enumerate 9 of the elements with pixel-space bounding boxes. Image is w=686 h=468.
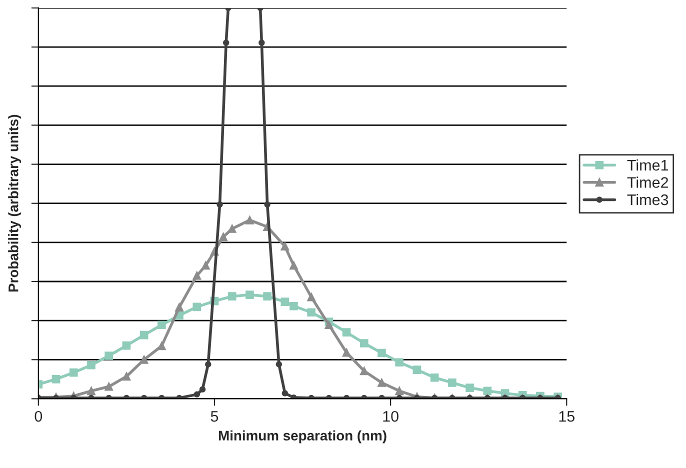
x-tick-label: 0: [34, 410, 42, 422]
x-tick-label: 5: [210, 411, 218, 422]
legend-label: Time1: [627, 159, 668, 171]
legend-label: Time2: [627, 176, 668, 188]
x-tick-label: 10: [383, 410, 398, 422]
y-axis-title: Probability (arbitrary units): [8, 114, 22, 292]
x-axis-title: Minimum separation (nm): [218, 430, 386, 444]
x-tick-label: 15: [559, 411, 574, 422]
legend-label: Time3: [627, 194, 668, 206]
